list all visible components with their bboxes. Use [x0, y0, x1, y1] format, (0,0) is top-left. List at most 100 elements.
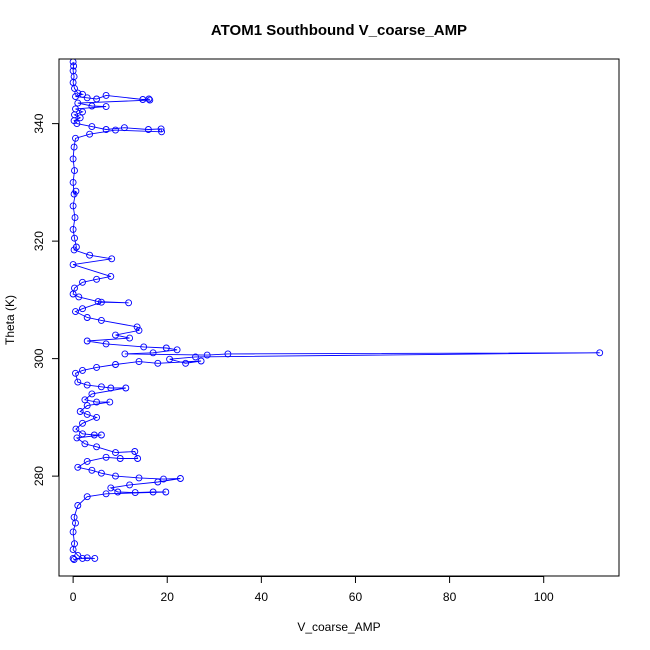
data-point — [149, 349, 157, 357]
data-point — [70, 62, 78, 70]
data-point — [73, 434, 81, 442]
data-point — [79, 366, 86, 374]
data-point — [108, 255, 116, 263]
data-point — [106, 398, 114, 406]
data-point — [102, 490, 110, 498]
data-point — [83, 493, 91, 501]
data-point — [596, 349, 604, 357]
data-point — [71, 234, 78, 242]
y-tick-label: 320 — [32, 231, 46, 251]
data-point — [69, 261, 77, 269]
data-point — [97, 383, 105, 391]
data-point — [79, 90, 86, 98]
data-point — [86, 130, 94, 138]
data-point — [145, 95, 153, 103]
data-point — [197, 357, 205, 365]
data-point — [69, 546, 77, 554]
data-point — [144, 126, 152, 133]
data-point — [135, 326, 143, 334]
data-point — [74, 502, 82, 509]
data-point — [70, 556, 78, 563]
data-point — [192, 353, 199, 361]
data-point — [74, 89, 82, 97]
data-point — [126, 481, 134, 489]
y-axis-label: Theta (K) — [3, 295, 17, 345]
data-point — [97, 316, 105, 324]
data-point — [72, 425, 80, 433]
data-point — [112, 361, 119, 368]
data-point — [102, 340, 110, 348]
data-point — [157, 125, 165, 133]
data-point — [120, 124, 128, 132]
series-line — [72, 61, 600, 560]
data-point — [131, 489, 139, 497]
data-point — [83, 314, 91, 321]
data-point — [88, 390, 96, 398]
data-point — [107, 484, 115, 492]
data-point — [81, 396, 89, 404]
data-point — [70, 246, 78, 254]
data-point — [93, 398, 101, 406]
data-point — [70, 143, 78, 151]
data-point — [93, 443, 101, 451]
data-point — [83, 402, 91, 410]
x-tick-label: 60 — [349, 590, 363, 604]
data-point — [72, 519, 79, 527]
data-point — [107, 384, 115, 392]
data-point — [166, 355, 174, 363]
data-point — [93, 363, 101, 371]
data-point — [112, 331, 119, 339]
data-point — [90, 431, 98, 439]
data-point — [146, 96, 154, 104]
data-point — [134, 455, 142, 462]
data-point — [203, 351, 211, 359]
data-point — [79, 305, 86, 313]
data-point — [88, 102, 96, 110]
data-point — [102, 91, 110, 99]
data-point — [97, 298, 105, 306]
data-point — [69, 178, 77, 186]
data-point — [76, 114, 84, 122]
y-tick-label: 340 — [32, 113, 46, 133]
data-point — [88, 466, 96, 474]
data-point — [72, 93, 79, 101]
x-tick-label: 40 — [255, 590, 269, 604]
data-point — [72, 369, 79, 377]
data-point — [93, 413, 101, 421]
data-point — [73, 120, 81, 128]
data-point — [125, 299, 133, 307]
data-point — [83, 410, 91, 418]
data-point — [154, 359, 162, 367]
data-point — [72, 134, 79, 142]
data-point — [79, 554, 86, 562]
data-point — [69, 225, 77, 233]
data-point — [116, 455, 124, 462]
data-point — [86, 251, 94, 259]
data-point — [112, 126, 119, 134]
data-point — [160, 475, 167, 483]
x-tick-label: 20 — [161, 590, 175, 604]
data-point — [182, 359, 190, 367]
data-point — [76, 408, 84, 415]
data-point — [81, 440, 89, 448]
data-point — [112, 449, 119, 457]
data-point — [154, 478, 162, 486]
data-point — [133, 323, 141, 331]
data-point — [75, 293, 83, 301]
data-point — [79, 108, 86, 116]
data-point — [88, 123, 96, 131]
data-layer — [69, 58, 604, 563]
data-point — [224, 350, 232, 358]
data-point — [79, 278, 86, 286]
x-tick-label: 80 — [443, 590, 457, 604]
data-point — [72, 187, 80, 195]
data-point — [135, 358, 143, 366]
data-point — [121, 350, 129, 358]
plot-frame — [58, 58, 620, 577]
data-point — [83, 337, 91, 345]
data-point — [114, 488, 122, 496]
data-point — [74, 378, 82, 386]
data-point — [83, 381, 91, 389]
